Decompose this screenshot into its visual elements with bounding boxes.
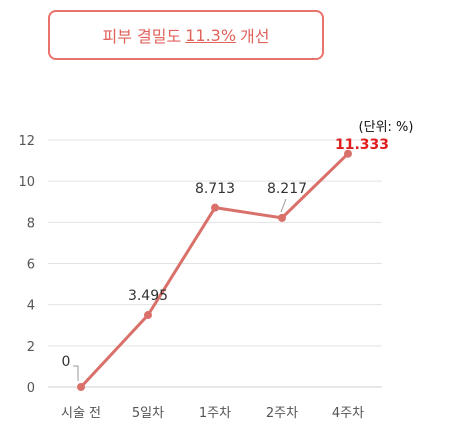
y-tick-label: 4 (27, 299, 35, 314)
data-label: 0 (62, 354, 71, 370)
x-tick-label: 1주차 (199, 406, 231, 421)
y-tick-label: 12 (18, 134, 35, 149)
leader-line (280, 198, 287, 213)
y-tick-label: 6 (27, 258, 35, 273)
data-label: 8.713 (195, 181, 235, 197)
data-point (278, 213, 286, 222)
headline-prefix: 피부 결밀도 (102, 27, 182, 46)
data-label: 8.217 (267, 181, 307, 197)
y-tick-label: 10 (18, 175, 35, 190)
data-point (344, 149, 352, 158)
unit-label: (단위: %) (359, 120, 414, 135)
data-point (211, 203, 219, 212)
headline-suffix: 개선 (240, 27, 270, 46)
y-tick-label: 8 (27, 216, 35, 231)
x-tick-label: 시술 전 (61, 406, 101, 421)
x-tick-label: 4주차 (332, 406, 364, 421)
leader-line (73, 365, 79, 381)
data-point (77, 383, 85, 391)
headline-box: 피부 결밀도 11.3% 개선 (48, 10, 324, 60)
y-tick-label: 2 (27, 340, 35, 355)
y-tick-label: 0 (27, 381, 35, 396)
data-point (144, 311, 152, 320)
headline-highlight: 11.3% (185, 25, 237, 45)
data-label: 3.495 (128, 288, 168, 304)
x-tick-label: 2주차 (266, 406, 298, 421)
x-tick-label: 5일차 (132, 406, 164, 421)
data-label: 11.333 (335, 137, 389, 153)
